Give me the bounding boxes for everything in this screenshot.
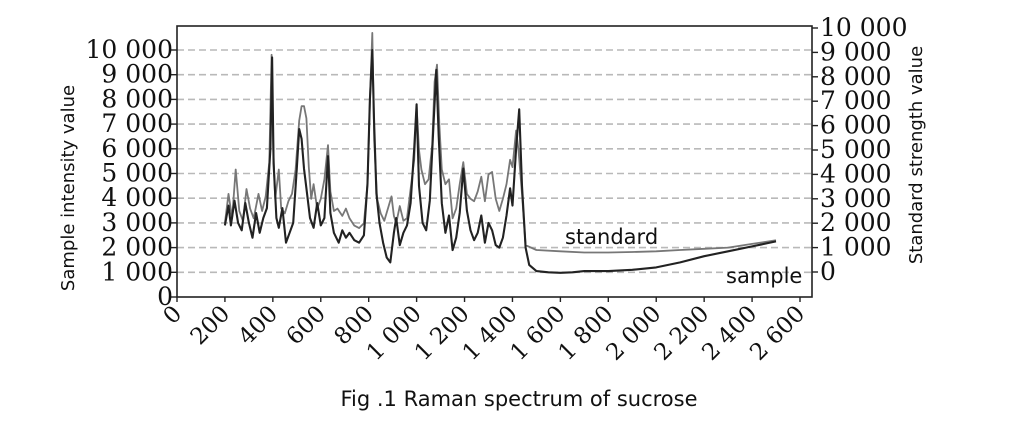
left-tick-label-4: 4 000 bbox=[101, 183, 173, 212]
left-tick-label-0: 0 bbox=[157, 282, 173, 311]
right-tick-label-7: 7 000 bbox=[820, 86, 892, 115]
left-tick-label-1: 1 000 bbox=[101, 257, 173, 286]
series-label-standard: standard bbox=[565, 225, 658, 249]
plot-frame bbox=[176, 25, 813, 298]
right-tick-label-0: 0 bbox=[820, 257, 836, 286]
left-tick-label-2: 2 000 bbox=[101, 233, 173, 262]
right-tick-label-2: 2 000 bbox=[820, 208, 892, 237]
figure-caption: Fig .1 Raman spectrum of sucrose bbox=[340, 387, 697, 411]
x-tick-label-13: 2 600 bbox=[745, 301, 810, 366]
series-line-sample bbox=[223, 48, 777, 274]
right-tick-label-8: 8 000 bbox=[820, 62, 892, 91]
x-tick-label-2: 400 bbox=[234, 301, 283, 350]
x-tick-label-3: 600 bbox=[282, 301, 331, 350]
left-tick-label-3: 3 000 bbox=[101, 208, 173, 237]
left-tick-label-9: 9 000 bbox=[101, 60, 173, 89]
right-tick-label-4: 4 000 bbox=[820, 159, 892, 188]
series-label-sample: sample bbox=[726, 264, 802, 288]
x-tick-label-1: 200 bbox=[186, 301, 235, 350]
right-tick-label-1: 1 000 bbox=[820, 233, 892, 262]
left-tick-label-7: 7 000 bbox=[101, 109, 173, 138]
right-tick-label-9: 9 000 bbox=[820, 37, 892, 66]
grid-lines bbox=[177, 49, 812, 274]
left-tick-label-5: 5 000 bbox=[101, 159, 173, 188]
right-tick-label-5: 5 000 bbox=[820, 135, 892, 164]
right-tick-label-10: 10 000 bbox=[820, 13, 907, 42]
left-tick-label-8: 8 000 bbox=[101, 84, 173, 113]
series-lines bbox=[223, 32, 777, 274]
right-y-axis-title: Standard strength value bbox=[906, 46, 927, 264]
left-tick-label-10: 10 000 bbox=[86, 35, 173, 64]
left-tick-label-6: 6 000 bbox=[101, 134, 173, 163]
series-line-standard bbox=[224, 32, 777, 254]
right-tick-label-3: 3 000 bbox=[820, 184, 892, 213]
left-y-axis-title: Sample intensity value bbox=[58, 85, 79, 291]
right-tick-label-6: 6 000 bbox=[820, 111, 892, 140]
